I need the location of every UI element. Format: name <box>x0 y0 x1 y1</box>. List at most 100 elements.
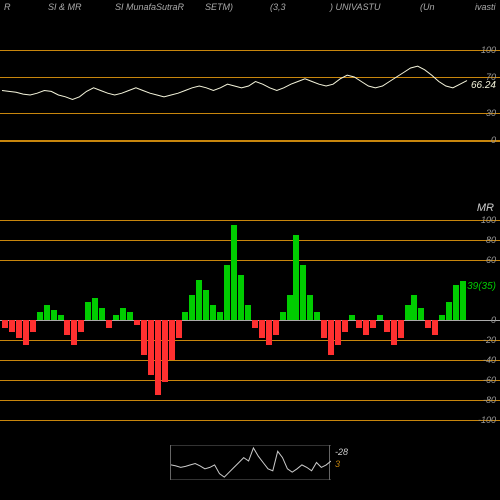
mr-bar <box>203 290 209 320</box>
axis-label: 60 <box>486 255 496 265</box>
mini-indicator-panel: -283 <box>170 445 330 480</box>
mr-bar <box>99 308 105 320</box>
mr-bar <box>300 265 306 320</box>
mr-momentum-panel: MR10080600-20-40-60-80-10039(35) <box>0 220 500 420</box>
mr-bar <box>155 320 161 395</box>
mr-bar <box>377 315 383 320</box>
mr-bar <box>92 298 98 320</box>
mr-bar <box>224 265 230 320</box>
rsi-line-chart <box>0 50 500 140</box>
axis-label: 0 <box>491 315 496 325</box>
mr-bar <box>273 320 279 335</box>
mr-bar <box>356 320 362 328</box>
mr-bar <box>342 320 348 332</box>
mr-bar <box>418 308 424 320</box>
gridline <box>0 140 500 142</box>
mr-title: MR <box>477 202 494 214</box>
gridline <box>0 360 500 361</box>
gridline <box>0 380 500 381</box>
mr-bar <box>266 320 272 345</box>
mr-bar <box>196 280 202 320</box>
axis-label: 80 <box>486 235 496 245</box>
mr-bar <box>9 320 15 332</box>
axis-label: -80 <box>483 395 496 405</box>
mr-bar <box>51 310 57 320</box>
header-label: SI & MR <box>48 2 82 12</box>
mr-bar <box>405 305 411 320</box>
axis-label: -60 <box>483 375 496 385</box>
mr-bar <box>141 320 147 355</box>
gridline <box>0 420 500 421</box>
mr-bar <box>16 320 22 338</box>
mini-value-label: 3 <box>335 459 340 469</box>
mr-bar <box>162 320 168 382</box>
gridline <box>0 240 500 241</box>
axis-label: -20 <box>483 335 496 345</box>
header-label: (Un <box>420 2 435 12</box>
mr-bar <box>78 320 84 332</box>
mr-bar <box>64 320 70 335</box>
mini-value-label: -28 <box>335 447 348 457</box>
mr-bar <box>370 320 376 328</box>
mr-bar <box>335 320 341 345</box>
mr-bar <box>446 302 452 320</box>
mr-bar <box>307 295 313 320</box>
mr-current-value: 39(35) <box>467 281 496 292</box>
mr-bar <box>425 320 431 328</box>
header-label: (3,3 <box>270 2 286 12</box>
mr-bar <box>169 320 175 360</box>
mr-bar <box>453 285 459 320</box>
mr-bar <box>44 305 50 320</box>
header-label: SETM) <box>205 2 233 12</box>
mr-bar <box>37 312 43 320</box>
mr-bar <box>2 320 8 328</box>
mr-bar <box>176 320 182 338</box>
mr-bar <box>411 295 417 320</box>
mr-bar <box>293 235 299 320</box>
mr-bar <box>189 295 195 320</box>
mr-bar <box>384 320 390 332</box>
header-label: SI MunafaSutraR <box>115 2 184 12</box>
mr-bar <box>23 320 29 345</box>
mr-bar <box>280 312 286 320</box>
mr-bar <box>287 295 293 320</box>
mr-bar <box>127 312 133 320</box>
mr-bar <box>182 312 188 320</box>
mr-bar <box>148 320 154 375</box>
mini-line-chart <box>171 445 331 480</box>
gridline <box>0 260 500 261</box>
mr-bar <box>398 320 404 338</box>
header-label: ) UNIVASTU <box>330 2 381 12</box>
axis-label: 100 <box>481 215 496 225</box>
rsi-panel: 1007030066.24 <box>0 50 500 140</box>
mr-bar <box>245 305 251 320</box>
mr-bar <box>134 320 140 325</box>
mr-bar <box>259 320 265 338</box>
mr-bar <box>58 315 64 320</box>
gridline <box>0 220 500 221</box>
axis-label: -40 <box>483 355 496 365</box>
mr-bar <box>231 225 237 320</box>
mr-bar <box>113 315 119 320</box>
axis-label: -100 <box>478 415 496 425</box>
mr-bar <box>321 320 327 338</box>
mr-bar <box>120 308 126 320</box>
mr-bar <box>106 320 112 328</box>
mr-bar <box>432 320 438 335</box>
mr-bar <box>238 275 244 320</box>
mr-bar <box>71 320 77 345</box>
rsi-current-value: 66.24 <box>471 80 496 91</box>
header-label: ivasti <box>475 2 496 12</box>
mr-bar <box>349 315 355 320</box>
mr-bar <box>314 312 320 320</box>
mr-bar <box>460 281 466 320</box>
mr-bar <box>217 312 223 320</box>
mr-bar <box>439 315 445 320</box>
mr-bar <box>363 320 369 335</box>
header-label: R <box>4 2 11 12</box>
mr-bar <box>85 302 91 320</box>
gridline <box>0 400 500 401</box>
mr-bar <box>30 320 36 332</box>
mr-bar <box>210 305 216 320</box>
mr-bar <box>328 320 334 355</box>
